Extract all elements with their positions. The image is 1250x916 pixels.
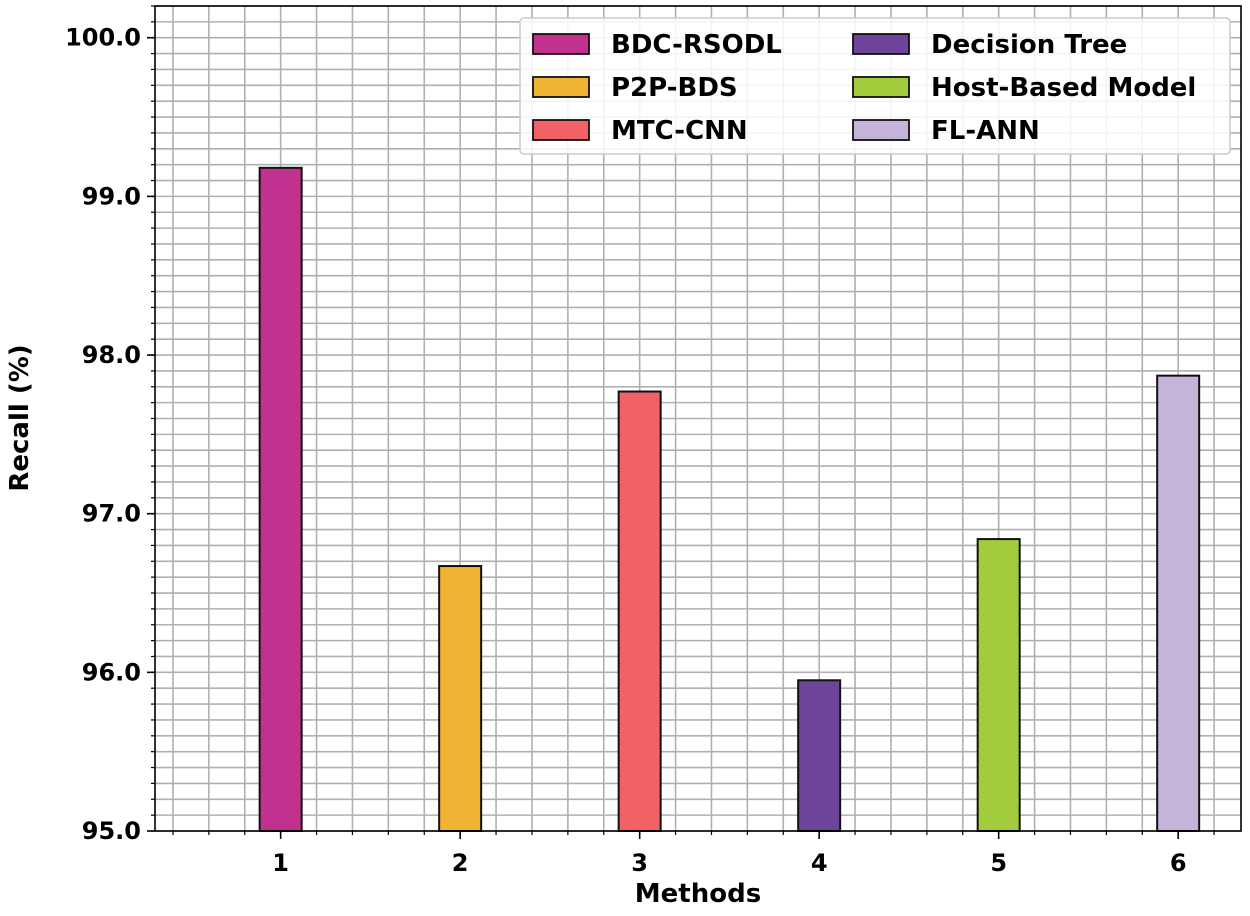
- bar-fl-ann: [1156, 374, 1201, 832]
- legend-swatch: [532, 76, 590, 98]
- y-tick-label: 97.0: [82, 500, 141, 528]
- x-axis-label: Methods: [635, 879, 761, 909]
- bar-host-based-model: [976, 538, 1021, 832]
- x-tick-label: 6: [1170, 849, 1187, 877]
- legend-label: BDC-RSODL: [611, 30, 782, 60]
- legend-label: FL-ANN: [931, 116, 1040, 146]
- y-tick-label: 96.0: [82, 658, 141, 686]
- bar-bdc-rsodl: [258, 166, 303, 833]
- legend-label: P2P-BDS: [611, 73, 738, 103]
- y-tick-label: 98.0: [82, 341, 141, 369]
- x-tick-label: 4: [811, 849, 828, 877]
- legend-label: Host-Based Model: [931, 73, 1196, 103]
- x-tick-label: 5: [990, 849, 1007, 877]
- legend-swatch: [532, 119, 590, 141]
- legend: BDC-RSODL P2P-BDS MTC-CNN Decision Tree Host…: [519, 17, 1231, 155]
- bars: [258, 166, 1201, 833]
- legend-swatch: [852, 33, 910, 55]
- bar-p2p-bds: [438, 565, 483, 833]
- x-tick-label: 2: [452, 849, 469, 877]
- x-tick-label: 1: [272, 849, 289, 877]
- x-tick-label: 3: [631, 849, 648, 877]
- legend-swatch: [532, 33, 590, 55]
- y-tick-label: 99.0: [82, 182, 141, 210]
- grid-lines: [155, 5, 1241, 832]
- legend-swatch: [852, 119, 910, 141]
- y-tick-label: 100.0: [65, 24, 141, 52]
- bar-decision-tree: [797, 679, 842, 833]
- bar-mtc-cnn: [617, 390, 662, 832]
- legend-label: MTC-CNN: [611, 116, 748, 146]
- legend-swatch: [852, 76, 910, 98]
- axes: 95.0 96.0 97.0 98.0 99.0 100.0 1 2 3 4 5 6: [65, 5, 1215, 877]
- y-axis-label: Recall (%): [5, 344, 35, 491]
- y-tick-label: 95.0: [82, 817, 141, 845]
- legend-label: Decision Tree: [931, 30, 1127, 60]
